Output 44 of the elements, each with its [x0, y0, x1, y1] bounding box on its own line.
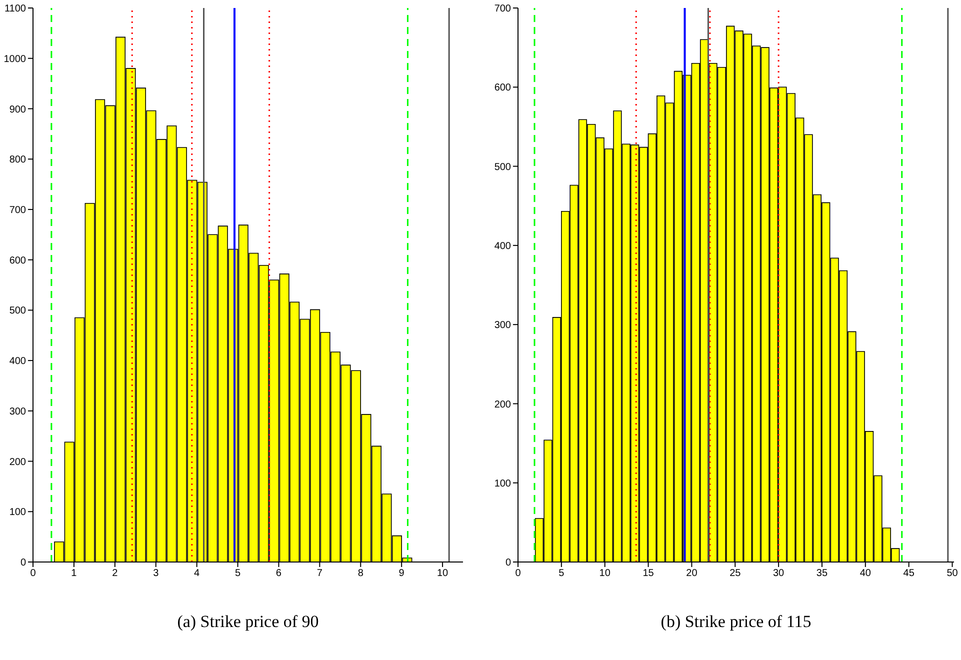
y-tick-label: 1100: [4, 4, 26, 15]
x-tick-label: 50: [946, 568, 958, 580]
x-tick-label: 4: [194, 568, 200, 580]
y-tick-label: 1000: [4, 54, 26, 65]
x-tick-label: 3: [153, 568, 160, 580]
x-tick-label: 5: [234, 568, 241, 580]
x-tick-label: 25: [730, 568, 742, 580]
y-tick-label: 400: [9, 356, 26, 368]
y-tick-label: 200: [9, 456, 26, 468]
y-tick-label: 600: [494, 82, 512, 94]
y-tick-label: 200: [494, 399, 512, 410]
y-tick-label: 300: [494, 320, 512, 332]
x-tick-label: 45: [903, 568, 915, 580]
y-tick-label: 800: [9, 154, 26, 166]
y-tick-label: 0: [505, 558, 512, 569]
x-tick-label: 20: [686, 568, 698, 580]
y-tick-label: 300: [9, 406, 26, 418]
x-tick-label: 5: [558, 568, 565, 580]
x-tick-label: 30: [772, 568, 785, 580]
y-tick-label: 900: [9, 104, 26, 116]
x-tick-label: 0: [30, 568, 36, 580]
y-tick-label: 400: [494, 240, 512, 252]
x-tick-label: 7: [316, 568, 323, 580]
x-tick-label: 40: [860, 568, 872, 580]
x-tick-label: 1: [71, 568, 78, 580]
x-tick-label: 15: [642, 568, 654, 580]
y-tick-label: 100: [9, 507, 26, 518]
x-tick-label: 10: [436, 568, 449, 580]
y-tick-label: 0: [20, 558, 26, 569]
x-tick-label: 6: [276, 568, 282, 580]
x-tick-label: 2: [112, 568, 118, 580]
x-tick-label: 9: [398, 568, 405, 580]
y-tick-label: 500: [9, 306, 26, 317]
text: (b) Strike price of 115: [660, 612, 812, 632]
y-tick-label: 500: [494, 162, 512, 173]
y-tick-label: 700: [9, 205, 26, 216]
y-tick-label: 700: [494, 4, 512, 15]
y-tick-label: 600: [9, 255, 26, 266]
y-tick-label: 100: [494, 478, 512, 490]
x-tick-label: 10: [599, 568, 611, 580]
x-tick-label: 8: [358, 568, 364, 580]
x-tick-label: 0: [515, 568, 522, 580]
text: (a) Strike price of 90: [176, 612, 320, 632]
x-tick-label: 35: [816, 568, 828, 580]
